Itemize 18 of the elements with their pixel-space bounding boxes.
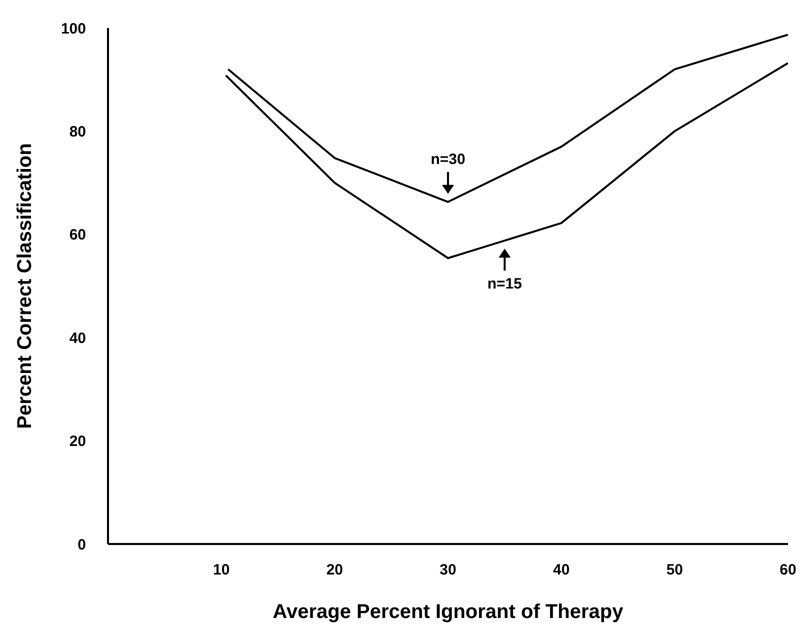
y-tick-label: 20 [69,433,86,450]
line-series [224,62,788,260]
x-tick-label: 10 [212,562,230,579]
y-tick-label: 100 [60,20,86,38]
x-tick-label: 20 [326,562,344,579]
annotation: n=30 [430,150,466,168]
x-tick-label: 30 [440,562,456,579]
annotation: n=15 [487,276,522,293]
y-tick-label: 40 [69,330,86,347]
y-tick-label: 0 [78,536,86,554]
x-axis-title: Average Percent Ignorant of Therapy [272,601,624,623]
y-axis-title: Percent Correct Classification [14,143,36,429]
line-series [227,34,788,203]
y-tick-label: 80 [69,124,86,141]
y-tick-label: 60 [69,226,86,244]
x-tick-label: 60 [780,562,796,579]
x-tick-label: 50 [666,562,684,579]
x-tick-label: 40 [552,562,570,579]
